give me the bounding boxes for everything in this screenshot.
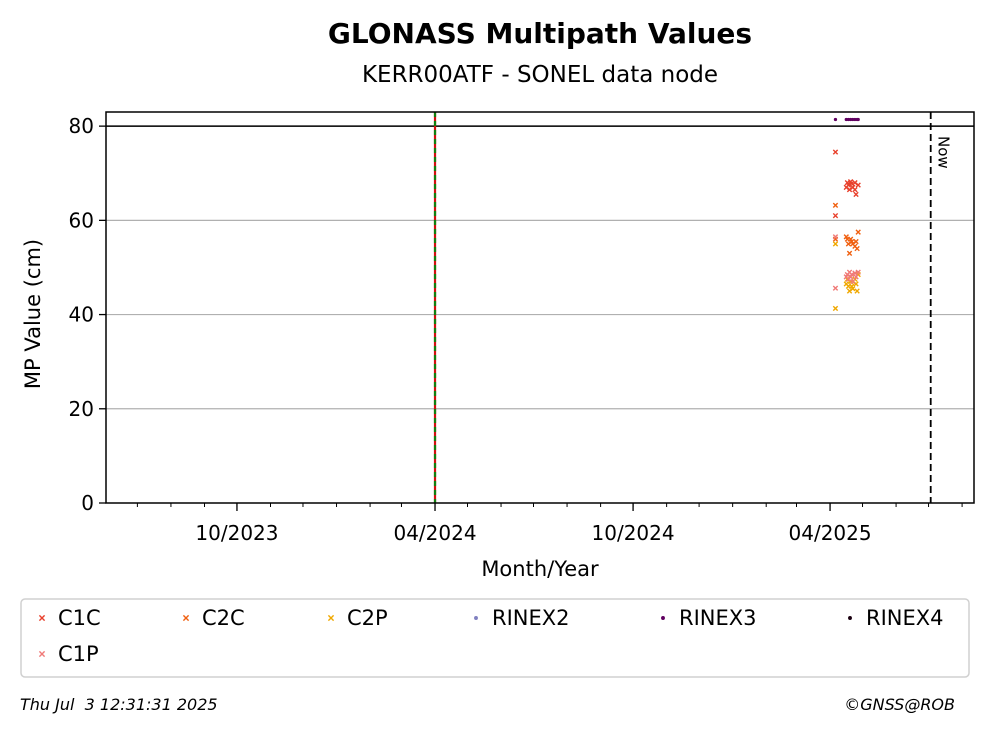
- legend-label-rinex2: RINEX2: [492, 606, 570, 630]
- data-point-c2c: [853, 238, 859, 245]
- data-point-rinex3: [833, 117, 838, 122]
- legend-marker-c1p: [38, 650, 46, 658]
- footer-copyright: ©GNSS@ROB: [844, 695, 955, 714]
- legend-marker-rinex4: [848, 616, 852, 620]
- legend-marker-c2p: [327, 614, 335, 622]
- legend-label-rinex3: RINEX3: [679, 606, 757, 630]
- data-points: [832, 117, 861, 312]
- x-tick-label: 04/2024: [393, 521, 476, 545]
- y-axis-ticks: 0 20 40 60 80: [69, 114, 106, 515]
- chart-subtitle: KERR00ATF - SONEL data node: [362, 62, 718, 88]
- y-tick-label: 20: [69, 397, 94, 421]
- data-point-c1c: [852, 187, 858, 193]
- data-point-c1c: [832, 212, 839, 219]
- legend-label-c2c: C2C: [202, 606, 245, 630]
- now-marker-label: Now: [935, 136, 953, 169]
- y-tick-label: 60: [69, 208, 94, 232]
- legend-marker-c2c: [182, 614, 190, 622]
- data-point-c1p: [849, 271, 855, 278]
- footer-timestamp: Thu Jul 3 12:31:31 2025: [20, 695, 218, 714]
- data-point-c1c: [845, 182, 852, 188]
- y-tick-label: 0: [81, 491, 94, 515]
- x-tick-label: 04/2025: [789, 521, 872, 545]
- data-point-c1p: [850, 278, 856, 285]
- data-point-c1p: [832, 234, 839, 240]
- data-point-c2p: [832, 305, 839, 312]
- grid-lines: [106, 125, 974, 410]
- data-point-c2p: [850, 285, 856, 292]
- data-point-c1p: [832, 285, 839, 291]
- y-tick-label: 80: [69, 114, 94, 138]
- data-point-c2p: [854, 288, 860, 294]
- data-point-c1c: [853, 191, 859, 198]
- legend-label-c1p: C1P: [58, 642, 99, 666]
- data-point-c2c: [855, 229, 861, 235]
- data-point-c2c: [832, 202, 839, 208]
- plot-frame: [105, 111, 975, 504]
- data-point-c2p: [832, 241, 839, 247]
- chart-title: GLONASS Multipath Values: [328, 17, 752, 50]
- data-point-c1c: [855, 182, 861, 188]
- data-point-c1p: [855, 269, 861, 275]
- legend: C1C C2C C2P RINEX2 RINEX3 RINEX4 C1P: [38, 606, 944, 666]
- legend-label-rinex4: RINEX4: [866, 606, 944, 630]
- legend-box: [20, 598, 970, 678]
- data-point-c2c: [846, 250, 853, 257]
- x-axis-label: Month/Year: [481, 557, 599, 581]
- y-axis-label: MP Value (cm): [21, 239, 45, 389]
- y-tick-label: 40: [69, 303, 94, 327]
- data-point-c1c: [832, 149, 839, 155]
- data-point-c2c: [854, 245, 860, 252]
- event-markers: Now: [106, 112, 974, 503]
- data-point-rinex3: [856, 117, 860, 122]
- x-tick-label: 10/2023: [195, 521, 278, 545]
- x-axis-ticks: 10/2023 04/2024 10/2024 04/2025: [136, 503, 963, 545]
- legend-label-c2p: C2P: [347, 606, 388, 630]
- legend-marker-rinex3: [661, 616, 665, 620]
- data-point-c1p: [853, 274, 859, 280]
- x-tick-label: 10/2024: [592, 521, 675, 545]
- legend-label-c1c: C1C: [58, 606, 101, 630]
- legend-marker-rinex2: [474, 616, 478, 620]
- legend-marker-c1c: [38, 614, 46, 622]
